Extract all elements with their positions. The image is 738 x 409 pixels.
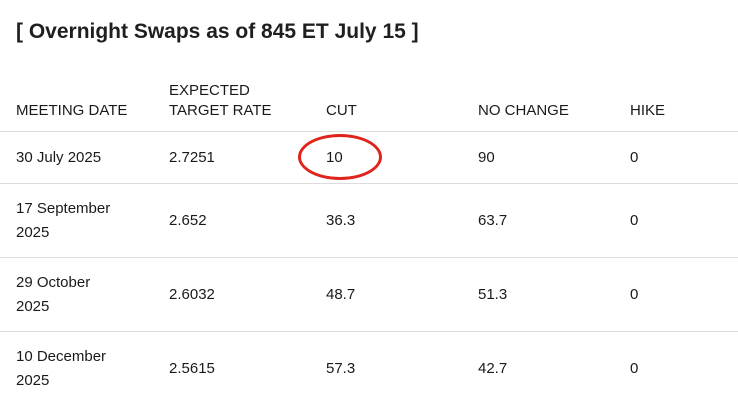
swaps-table-container: MEETING DATE EXPECTED TARGET RATE CUT NO …: [0, 78, 738, 405]
table-row: 17 September 2025 2.652 36.3 63.7 0: [0, 184, 738, 258]
table-row: 10 December 2025 2.5615 57.3 42.7 0: [0, 332, 738, 406]
meeting-date-line1: 29 October: [16, 273, 91, 291]
cell-meeting-date: 30 July 2025: [0, 132, 169, 184]
header-hike: HIKE: [630, 78, 738, 132]
cell-meeting-date: 17 September 2025: [0, 184, 169, 258]
cell-no-change: 90: [478, 148, 495, 166]
header-cut: CUT: [326, 78, 478, 132]
header-meeting-date-label: MEETING DATE: [16, 102, 128, 119]
header-hike-label: HIKE: [630, 102, 666, 119]
meeting-date-line2: 2025: [16, 297, 50, 315]
cell-hike: 0: [630, 148, 639, 166]
header-meeting-date: MEETING DATE: [0, 78, 169, 132]
cell-cut: 57.3: [326, 359, 356, 377]
page-title: [ Overnight Swaps as of 845 ET July 15 ]: [16, 20, 419, 43]
meeting-date-line1: 17 September: [16, 199, 111, 217]
cell-cut: 48.7: [326, 285, 356, 303]
header-expected-line2: TARGET RATE: [169, 102, 272, 119]
cell-expected-rate: 2.652: [169, 211, 207, 229]
cut-value: 10: [326, 148, 343, 166]
cell-cut: 36.3: [326, 211, 356, 229]
header-no-change: NO CHANGE: [478, 78, 630, 132]
header-expected-target-rate: EXPECTED TARGET RATE: [169, 78, 326, 132]
cell-no-change: 42.7: [478, 359, 508, 377]
cell-hike: 0: [630, 359, 639, 377]
meeting-date-line2: 2025: [16, 223, 50, 241]
cell-expected-rate: 2.5615: [169, 359, 215, 377]
cell-meeting-date: 29 October 2025: [0, 258, 169, 332]
table-row: 30 July 2025 2.7251 10 90 0: [0, 132, 738, 184]
header-no-change-label: NO CHANGE: [478, 102, 569, 119]
meeting-date-text: 30 July 2025: [16, 148, 102, 166]
swaps-table: MEETING DATE EXPECTED TARGET RATE CUT NO …: [0, 78, 738, 405]
header-cut-label: CUT: [326, 102, 357, 119]
cell-meeting-date: 10 December 2025: [0, 332, 169, 406]
meeting-date-line2: 2025: [16, 371, 50, 389]
header-expected-line1: EXPECTED: [169, 82, 250, 99]
cell-no-change: 51.3: [478, 285, 508, 303]
meeting-date-line1: 10 December: [16, 347, 107, 365]
cell-expected-rate: 2.7251: [169, 148, 215, 166]
cell-cut: 10: [298, 132, 478, 184]
table-header-row: MEETING DATE EXPECTED TARGET RATE CUT NO …: [0, 78, 738, 132]
cell-no-change: 63.7: [478, 211, 508, 229]
cell-expected-rate: 2.6032: [169, 285, 215, 303]
cell-hike: 0: [630, 285, 639, 303]
table-row: 29 October 2025 2.6032 48.7 51.3 0: [0, 258, 738, 332]
cell-hike: 0: [630, 211, 639, 229]
